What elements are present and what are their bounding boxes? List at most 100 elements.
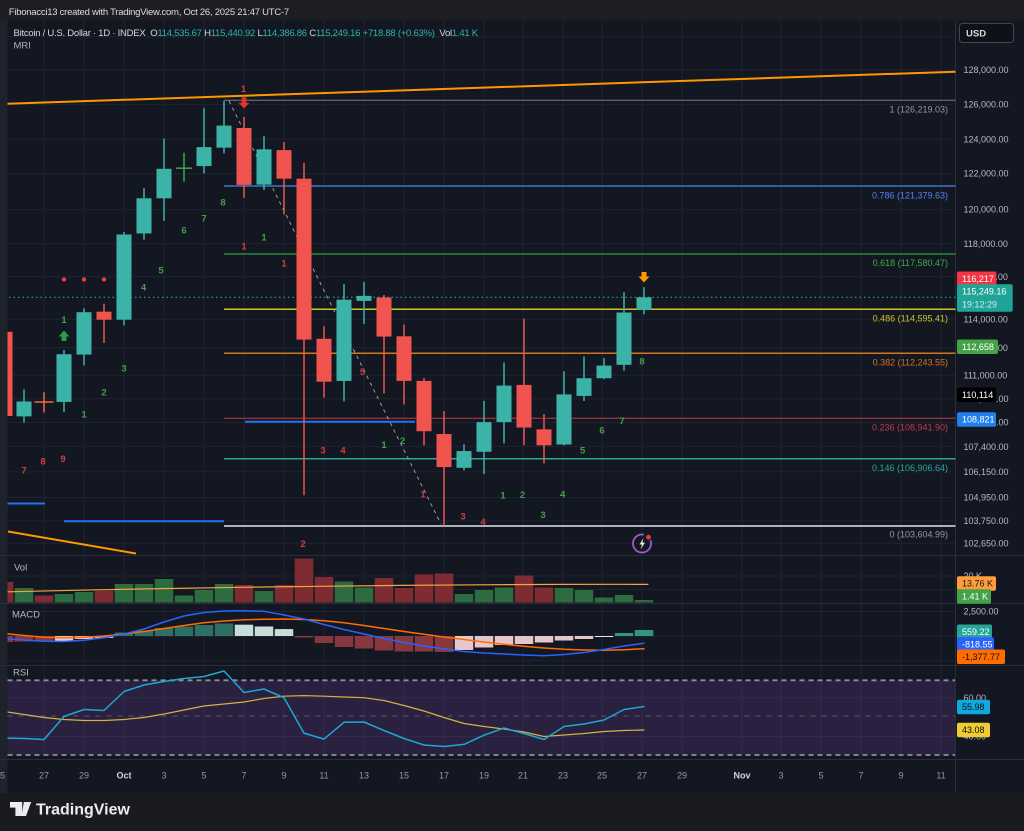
svg-text:1: 1 — [61, 315, 67, 326]
svg-text:7: 7 — [21, 466, 26, 477]
svg-text:4: 4 — [340, 446, 346, 457]
svg-text:43.08: 43.08 — [962, 725, 985, 735]
svg-text:0.486 (114,595.41): 0.486 (114,595.41) — [873, 313, 948, 323]
svg-text:19:12:29: 19:12:29 — [962, 299, 997, 309]
svg-text:7: 7 — [241, 771, 246, 781]
svg-text:5: 5 — [818, 771, 823, 781]
svg-text:5: 5 — [360, 367, 366, 378]
svg-text:1: 1 — [241, 84, 247, 95]
svg-text:5: 5 — [201, 771, 206, 781]
svg-text:0 (103,604.99): 0 (103,604.99) — [889, 530, 948, 540]
svg-text:118,000.00: 118,000.00 — [964, 239, 1008, 249]
svg-text:9: 9 — [281, 771, 286, 781]
svg-text:1: 1 — [500, 491, 506, 502]
svg-text:25: 25 — [597, 771, 607, 781]
svg-text:21: 21 — [518, 771, 528, 781]
svg-text:126,000.00: 126,000.00 — [964, 100, 1009, 110]
svg-text:13: 13 — [359, 771, 369, 781]
svg-text:3: 3 — [460, 512, 465, 523]
svg-text:112,658: 112,658 — [962, 342, 994, 352]
svg-text:128,000.00: 128,000.00 — [964, 65, 1009, 75]
svg-text:559.22: 559.22 — [962, 627, 990, 637]
svg-text:0.618 (117,580.47): 0.618 (117,580.47) — [873, 258, 948, 268]
svg-text:6: 6 — [181, 226, 186, 237]
svg-text:19: 19 — [479, 771, 489, 781]
svg-text:60.00: 60.00 — [964, 693, 987, 703]
svg-text:103,750.00: 103,750.00 — [964, 516, 1009, 526]
svg-text:111,000.00: 111,000.00 — [964, 371, 1008, 381]
svg-text:4: 4 — [141, 283, 147, 294]
svg-text:3: 3 — [778, 771, 783, 781]
svg-text:17: 17 — [439, 771, 449, 781]
svg-text:0.786 (121,379.63): 0.786 (121,379.63) — [872, 191, 948, 201]
svg-text:9: 9 — [60, 454, 65, 465]
svg-text:1 (126,219.03): 1 (126,219.03) — [889, 105, 948, 115]
svg-text:3: 3 — [320, 446, 325, 457]
svg-text:102,650.00: 102,650.00 — [964, 539, 1009, 549]
svg-text:27: 27 — [637, 771, 647, 781]
svg-text:8: 8 — [639, 357, 644, 368]
svg-text:23: 23 — [558, 771, 568, 781]
svg-text:1: 1 — [420, 490, 426, 501]
svg-text:110,114: 110,114 — [962, 390, 993, 400]
svg-text:9: 9 — [898, 771, 903, 781]
svg-text:1: 1 — [281, 259, 287, 270]
svg-text:6: 6 — [599, 426, 604, 437]
svg-text:RSI: RSI — [13, 668, 29, 679]
svg-text:104,950.00: 104,950.00 — [964, 493, 1009, 503]
svg-text:120,000.00: 120,000.00 — [964, 205, 1009, 215]
svg-text:1: 1 — [81, 410, 87, 421]
svg-text:1: 1 — [261, 233, 267, 244]
svg-text:5: 5 — [580, 446, 586, 457]
svg-text:-818.55: -818.55 — [962, 640, 993, 650]
svg-text:122,000.00: 122,000.00 — [964, 169, 1009, 179]
svg-text:1: 1 — [381, 440, 387, 451]
svg-text:USD: USD — [966, 29, 986, 40]
svg-text:Oct: Oct — [116, 771, 131, 781]
svg-text:108,821: 108,821 — [962, 415, 995, 425]
svg-text:29: 29 — [677, 771, 687, 781]
svg-text:8: 8 — [40, 457, 45, 468]
svg-text:1: 1 — [241, 242, 247, 253]
svg-text:7: 7 — [619, 416, 624, 427]
svg-text:107,400.00: 107,400.00 — [964, 442, 1009, 452]
svg-text:2: 2 — [520, 490, 525, 501]
svg-text:114,000.00: 114,000.00 — [964, 315, 1008, 325]
svg-text:2: 2 — [300, 539, 305, 550]
svg-text:8: 8 — [220, 198, 225, 209]
svg-text:1.41 K: 1.41 K — [962, 592, 988, 602]
svg-text:Vol: Vol — [14, 562, 27, 573]
svg-text:-1,377.77: -1,377.77 — [962, 652, 1000, 662]
svg-text:MRI: MRI — [14, 40, 31, 51]
svg-text:3: 3 — [540, 510, 545, 521]
svg-text:27: 27 — [39, 771, 49, 781]
svg-text:MACD: MACD — [12, 610, 40, 621]
svg-text:7: 7 — [858, 771, 863, 781]
svg-text:2: 2 — [101, 388, 106, 399]
svg-text:4: 4 — [480, 517, 486, 528]
svg-text:29: 29 — [79, 771, 89, 781]
svg-text:11: 11 — [936, 771, 945, 781]
svg-text:2,500.00: 2,500.00 — [964, 607, 999, 617]
svg-text:15: 15 — [399, 771, 409, 781]
svg-text:0.236 (108,941.90): 0.236 (108,941.90) — [872, 422, 948, 432]
svg-text:11: 11 — [319, 771, 328, 781]
svg-text:5: 5 — [158, 266, 164, 277]
svg-text:124,000.00: 124,000.00 — [964, 134, 1009, 144]
svg-text:Bitcoin / U.S. Dollar · 1D · I: Bitcoin / U.S. Dollar · 1D · INDEX O114,… — [14, 28, 479, 39]
svg-text:Fibonacci13 created with Tradi: Fibonacci13 created with TradingView.com… — [9, 7, 289, 18]
svg-text:0.382 (112,243.55): 0.382 (112,243.55) — [873, 357, 948, 367]
svg-text:3: 3 — [121, 364, 126, 375]
svg-text:0.146 (106,906.64): 0.146 (106,906.64) — [872, 463, 948, 473]
svg-text:20 K: 20 K — [964, 571, 983, 581]
svg-text:116,217: 116,217 — [962, 274, 994, 284]
svg-text:TradingView: TradingView — [36, 801, 131, 818]
svg-text:4: 4 — [560, 490, 566, 501]
svg-text:25: 25 — [0, 771, 5, 781]
svg-text:55.98: 55.98 — [962, 702, 985, 712]
svg-text:7: 7 — [201, 214, 206, 225]
svg-text:115,249.16: 115,249.16 — [962, 286, 1006, 296]
svg-text:106,150.00: 106,150.00 — [964, 467, 1009, 477]
svg-text:3: 3 — [161, 771, 166, 781]
svg-text:Nov: Nov — [733, 771, 750, 781]
